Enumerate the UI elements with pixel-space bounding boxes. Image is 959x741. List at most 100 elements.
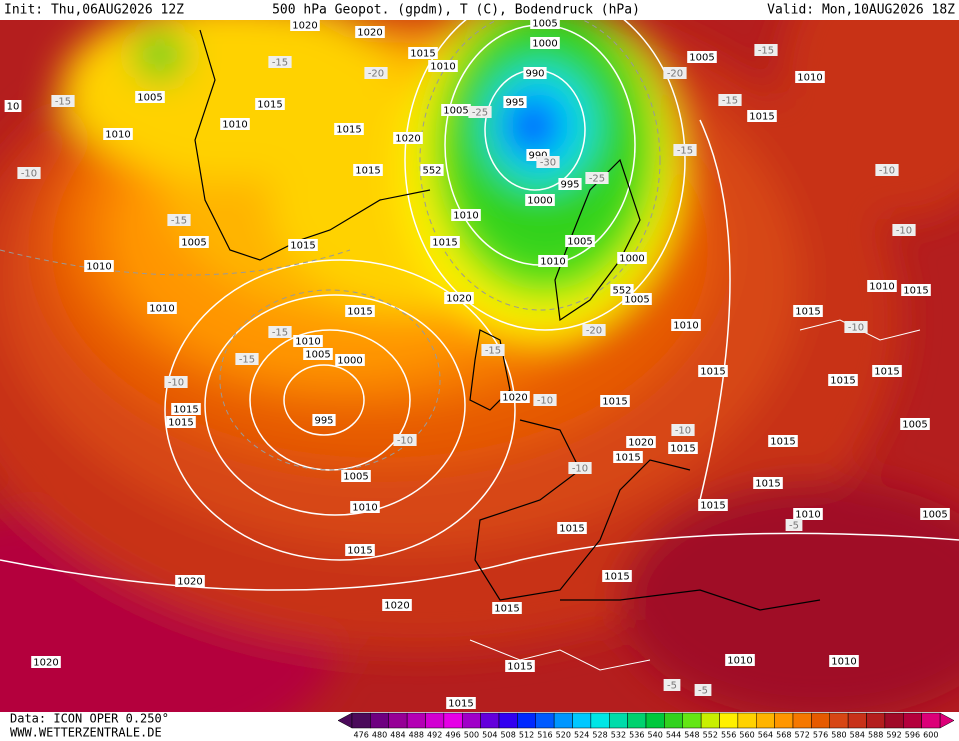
- pressure-label-box: [293, 335, 323, 347]
- temperature-label-box: [164, 376, 188, 388]
- temperature-label-box: [17, 167, 41, 179]
- temperature-label-box: [393, 434, 417, 446]
- colorbar-tick-label: 484: [390, 731, 405, 740]
- pressure-label: 1015: [559, 524, 584, 535]
- colorbar-tick-label: 592: [886, 731, 901, 740]
- colorbar-bin: [351, 712, 371, 729]
- pressure-label-box: [420, 164, 444, 176]
- pressure-label-box: [355, 26, 385, 38]
- temperature-label: -10: [537, 396, 553, 407]
- temperature-label: -25: [589, 174, 605, 185]
- temperature-label-box: [51, 95, 75, 107]
- pressure-label-box: [613, 451, 643, 463]
- colorbar-bin: [370, 712, 389, 729]
- valid-time: Valid: Mon,10AUG2026 18Z: [767, 3, 955, 18]
- pressure-label: 1020: [395, 134, 420, 145]
- colorbar-bin: [498, 712, 518, 729]
- colorbar-bin: [462, 712, 481, 729]
- pressure-label: 1015: [507, 662, 532, 673]
- pressure-label: 1005: [181, 238, 206, 249]
- pressure-label: 1015: [749, 112, 774, 123]
- temperature-label-box: [268, 56, 292, 68]
- pressure-label-box: [446, 697, 476, 709]
- pressure-label-box: [768, 435, 798, 447]
- colorbar-bin: [903, 712, 922, 729]
- map-title: 500 hPa Geopot. (gpdm), T (C), Bodendruc…: [272, 3, 640, 18]
- pressure-label-box: [793, 305, 823, 317]
- pressure-label: 1015: [347, 546, 372, 557]
- pressure-label: 995: [560, 180, 579, 191]
- pressure-label: 1010: [453, 211, 478, 222]
- colorbar-bin: [664, 712, 683, 729]
- pressure-label-box: [530, 17, 560, 29]
- pressure-label-box: [668, 442, 698, 454]
- temperature-label-box: [364, 67, 388, 79]
- temperature-label-box: [536, 156, 560, 168]
- pressure-label-box: [503, 96, 527, 108]
- colorbar-bin: [645, 712, 665, 729]
- pressure-label-box: [565, 235, 595, 247]
- pressure-label-box: [441, 104, 471, 116]
- pressure-label: 1010: [795, 510, 820, 521]
- pressure-label: 1015: [874, 367, 899, 378]
- colorbar-tick-label: 576: [813, 731, 828, 740]
- pressure-label-box: [393, 132, 423, 144]
- temperature-label: -15: [272, 328, 288, 339]
- colorbar-bin: [590, 712, 610, 729]
- pressure-label-box: [303, 348, 333, 360]
- colorbar-tick-label: 552: [703, 731, 718, 740]
- colorbar-bin: [572, 712, 592, 729]
- temperature-label-box: [754, 44, 778, 56]
- temperature-label: -10: [675, 426, 691, 437]
- colorbar-bin: [406, 712, 426, 729]
- temperature-label: -5: [789, 521, 799, 532]
- colorbar-tick-label: 572: [795, 731, 810, 740]
- temperature-label: -15: [55, 97, 71, 108]
- pressure-label: 1020: [177, 577, 202, 588]
- pressure-label: 1000: [619, 254, 644, 265]
- temperature-label-box: [585, 172, 609, 184]
- pressure-label-box: [255, 98, 285, 110]
- colorbar-tick-label: 544: [666, 731, 681, 740]
- colorbar-tick-label: 500: [464, 731, 479, 740]
- colorbar-bin: [866, 712, 886, 729]
- map-labels: 1020102010051000101510109901005101010051…: [4, 17, 950, 710]
- temperature-label-box: [235, 353, 259, 365]
- pressure-label-box: [602, 570, 632, 582]
- colorbar-tick-label: 588: [868, 731, 883, 740]
- colorbar-bin: [480, 712, 500, 729]
- pressure-label: 1010: [105, 130, 130, 141]
- pressure-label: 1020: [384, 601, 409, 612]
- temperature-label: -15: [677, 146, 693, 157]
- pressure-label: 1015: [336, 125, 361, 136]
- pressure-label: 1015: [670, 444, 695, 455]
- pressure-label: 1000: [527, 196, 552, 207]
- pressure-label: 1015: [770, 437, 795, 448]
- temperature-label: -15: [171, 216, 187, 227]
- pressure-label-box: [525, 194, 555, 206]
- pressure-label: 1010: [86, 262, 111, 273]
- temperature-label: -10: [21, 169, 37, 180]
- temperature-label: -5: [667, 681, 677, 692]
- pressure-label-box: [530, 37, 560, 49]
- temperature-label-box: [718, 94, 742, 106]
- colorbar-tick-label: 480: [372, 731, 387, 740]
- pressure-label-box: [135, 91, 165, 103]
- pressure-label: 990: [525, 69, 544, 80]
- colorbar-tick-label: 556: [721, 731, 736, 740]
- pressure-label-box: [345, 544, 375, 556]
- pressure-label: 1010: [352, 503, 377, 514]
- pressure-label: 1015: [830, 376, 855, 387]
- colorbar-bin: [921, 712, 941, 729]
- pressure-label: 1015: [290, 241, 315, 252]
- colorbar-bin: [829, 712, 849, 729]
- pressure-label: 1005: [443, 106, 468, 117]
- pressure-label-box: [725, 654, 755, 666]
- pressure-label-box: [350, 501, 380, 513]
- pressure-label-box: [492, 602, 522, 614]
- pressure-label-box: [626, 436, 656, 448]
- temperature-label: -15: [272, 58, 288, 69]
- pressure-label-box: [353, 164, 383, 176]
- temperature-label: -15: [239, 355, 255, 366]
- pressure-label-box: [451, 209, 481, 221]
